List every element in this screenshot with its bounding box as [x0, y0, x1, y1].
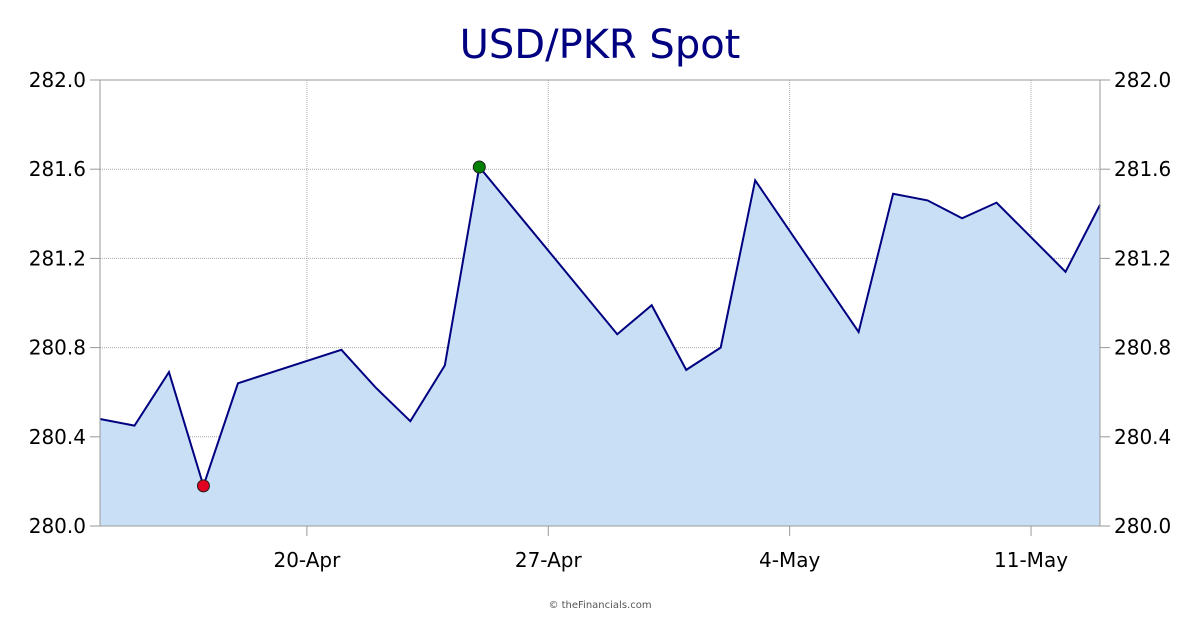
- y-tick-label-left: 281.2: [29, 246, 86, 270]
- max-marker: [472, 160, 486, 174]
- x-tick-label: 4-May: [759, 548, 820, 572]
- plot-area: [99, 164, 1101, 526]
- y-tick-label-right: 281.2: [1114, 246, 1171, 270]
- y-tick-label-left: 281.6: [29, 157, 86, 181]
- x-tick-label: 11-May: [994, 548, 1068, 572]
- chart-title: USD/PKR Spot: [460, 22, 741, 68]
- y-tick-label-left: 280.4: [29, 425, 86, 449]
- credit-text: © theFinancials.com: [548, 600, 651, 611]
- x-tick-label: 20-Apr: [273, 548, 341, 572]
- plot-frame: [99, 79, 1101, 527]
- series-area: [100, 166, 1100, 526]
- y-tick-label-right: 280.4: [1114, 425, 1171, 449]
- y-tick-label-right: 281.6: [1114, 157, 1171, 181]
- x-axis-ticks: 20-Apr 27-Apr 4-May 11-May: [273, 526, 1068, 572]
- y-tick-label-left: 280.8: [29, 336, 86, 360]
- y-tick-label-right: 280.8: [1114, 336, 1171, 360]
- y-tick-label-right: 280.0: [1114, 514, 1171, 538]
- y-tick-label-right: 282.0: [1114, 68, 1171, 92]
- x-tick-label: 27-Apr: [515, 548, 583, 572]
- min-marker: [196, 479, 210, 493]
- y-axis-ticks: 280.0 280.0 280.4 280.4 280.8 280.8 281.2 281.2…: [29, 68, 1172, 538]
- y-tick-label-left: 280.0: [29, 514, 86, 538]
- y-tick-label-left: 282.0: [29, 68, 86, 92]
- extreme-markers: [196, 160, 486, 493]
- series-line: [99, 164, 1101, 490]
